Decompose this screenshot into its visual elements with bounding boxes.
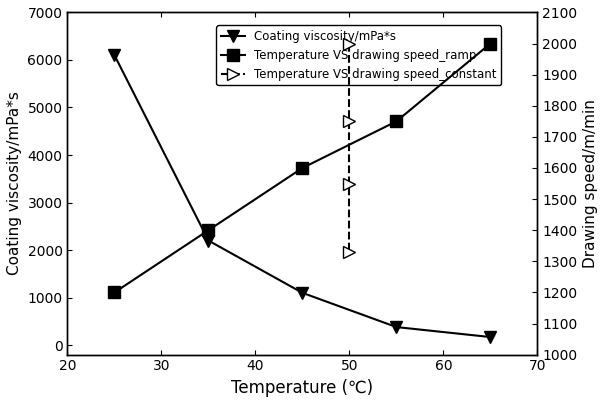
Temperature VS drawing speed_constant — [346, 181, 353, 186]
Temperature VS drawing speed_ramp — [487, 41, 494, 46]
Line: Temperature VS drawing speed_constant: Temperature VS drawing speed_constant — [343, 37, 356, 258]
Coating viscosity/mPa*s — [205, 238, 212, 243]
Temperature VS drawing speed_ramp — [205, 228, 212, 233]
Legend: Coating viscosity/mPa*s, Temperature VS drawing speed_ramp, Temperature VS drawi: Coating viscosity/mPa*s, Temperature VS … — [217, 25, 502, 85]
Coating viscosity/mPa*s — [111, 53, 118, 58]
Temperature VS drawing speed_constant — [346, 250, 353, 255]
Y-axis label: Coating viscosity/mPa*s: Coating viscosity/mPa*s — [7, 92, 22, 276]
Coating viscosity/mPa*s — [487, 335, 494, 339]
Coating viscosity/mPa*s — [299, 290, 306, 295]
Line: Coating viscosity/mPa*s: Coating viscosity/mPa*s — [108, 49, 497, 343]
Temperature VS drawing speed_constant — [346, 41, 353, 46]
Temperature VS drawing speed_constant — [346, 119, 353, 124]
Coating viscosity/mPa*s — [393, 325, 400, 330]
Temperature VS drawing speed_ramp — [299, 166, 306, 170]
Temperature VS drawing speed_ramp — [393, 119, 400, 124]
Temperature VS drawing speed_ramp — [111, 290, 118, 295]
Y-axis label: Drawing speed/m/min: Drawing speed/m/min — [583, 99, 598, 268]
Line: Temperature VS drawing speed_ramp: Temperature VS drawing speed_ramp — [109, 38, 496, 298]
X-axis label: Temperature (℃): Temperature (℃) — [231, 379, 373, 397]
